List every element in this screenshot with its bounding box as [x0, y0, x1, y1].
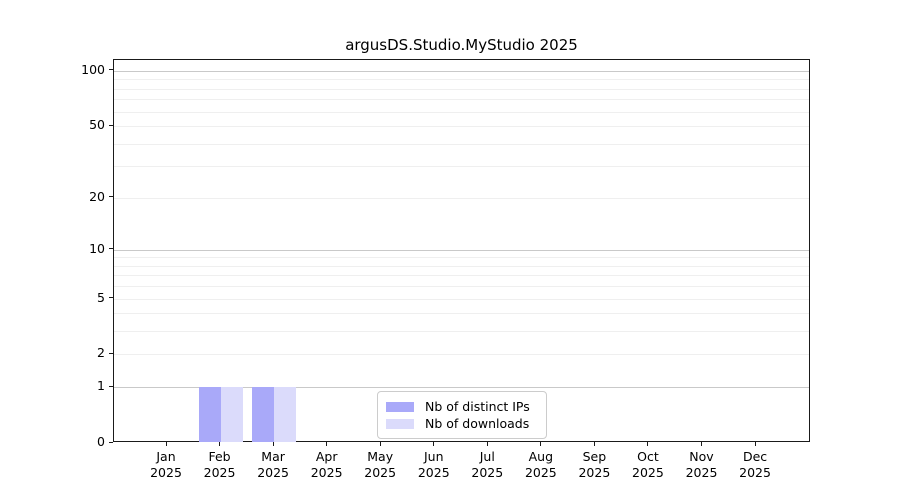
bar-nb-of-distinct-ips — [252, 387, 275, 442]
gridline-minor — [114, 126, 809, 128]
legend: Nb of distinct IPs Nb of downloads — [377, 391, 547, 439]
legend-label: Nb of distinct IPs — [425, 399, 530, 414]
x-axis-tick-label: Feb 2025 — [203, 449, 236, 480]
gridline-minor — [114, 286, 809, 288]
x-axis-tick — [540, 442, 542, 446]
legend-item: Nb of downloads — [386, 415, 546, 432]
y-axis-tick — [109, 124, 113, 126]
y-axis-tick — [109, 196, 113, 198]
bar-nb-of-downloads — [274, 387, 297, 442]
y-axis-tick-label: 10 — [89, 240, 105, 256]
x-axis-tick — [433, 442, 435, 446]
bar-nb-of-downloads — [220, 387, 243, 442]
x-axis-tick — [647, 442, 649, 446]
y-axis-tick-label: 100 — [81, 61, 105, 77]
gridline-major — [114, 70, 809, 72]
gridline-minor — [114, 298, 809, 300]
x-axis-tick — [486, 442, 488, 446]
gridline-major — [114, 249, 809, 251]
y-axis-tick — [109, 385, 113, 387]
gridline-minor — [114, 79, 809, 81]
gridline-minor — [114, 88, 809, 90]
x-axis-tick-label: Jan 2025 — [150, 449, 182, 480]
gridline-minor — [114, 143, 809, 145]
x-axis-tick-label: May 2025 — [364, 449, 397, 480]
y-axis-tick-label: 50 — [89, 117, 105, 133]
legend-swatch — [386, 401, 414, 412]
x-axis-tick — [379, 442, 381, 446]
x-axis-tick-label: Apr 2025 — [310, 449, 343, 480]
y-axis-tick-label: 20 — [89, 188, 105, 204]
y-axis-tick-label: 2 — [97, 345, 105, 361]
x-axis-tick — [165, 442, 167, 446]
gridline-minor — [114, 275, 809, 277]
x-axis-tick — [593, 442, 595, 446]
x-axis-tick-label: Dec 2025 — [739, 449, 771, 480]
gridline-major — [114, 387, 809, 389]
x-axis-tick — [701, 442, 702, 446]
plot-area — [113, 59, 810, 442]
x-axis-tick — [754, 442, 756, 446]
x-axis-tick-label: Jul 2025 — [471, 449, 504, 480]
x-axis-tick — [219, 442, 221, 446]
legend-label: Nb of downloads — [425, 416, 530, 431]
x-axis-tick-label: Aug 2025 — [524, 449, 557, 480]
gridline-minor — [114, 354, 809, 356]
y-axis-tick-label: 0 — [97, 434, 105, 449]
gridline-minor — [114, 313, 809, 315]
gridline-minor — [114, 111, 809, 113]
gridline-minor — [114, 265, 809, 267]
gridline-minor — [114, 166, 809, 168]
bar-nb-of-distinct-ips — [198, 387, 221, 442]
x-axis-tick — [272, 442, 274, 446]
y-axis-tick — [109, 297, 113, 299]
chart-title: argusDS.Studio.MyStudio 2025 — [345, 36, 578, 54]
x-axis-tick-label: Sep 2025 — [578, 449, 611, 480]
x-axis-tick-label: Mar 2025 — [257, 449, 289, 480]
legend-swatch — [386, 418, 414, 429]
gridline-minor — [114, 257, 809, 259]
y-axis-tick-label: 5 — [97, 289, 105, 305]
gridline-minor — [114, 331, 809, 333]
y-axis-tick-label: 1 — [97, 378, 105, 394]
y-axis-tick — [109, 441, 113, 443]
x-axis-tick-label: Nov 2025 — [685, 449, 718, 480]
y-axis-tick — [109, 248, 113, 250]
y-axis-tick — [109, 352, 113, 354]
x-axis-tick — [326, 442, 328, 446]
gridline-minor — [114, 197, 809, 199]
gridline-minor — [114, 99, 809, 101]
x-axis-tick-label: Jun 2025 — [417, 449, 450, 480]
y-axis-tick — [109, 69, 113, 71]
x-axis-tick-label: Oct 2025 — [632, 449, 664, 480]
legend-item: Nb of distinct IPs — [386, 398, 546, 415]
